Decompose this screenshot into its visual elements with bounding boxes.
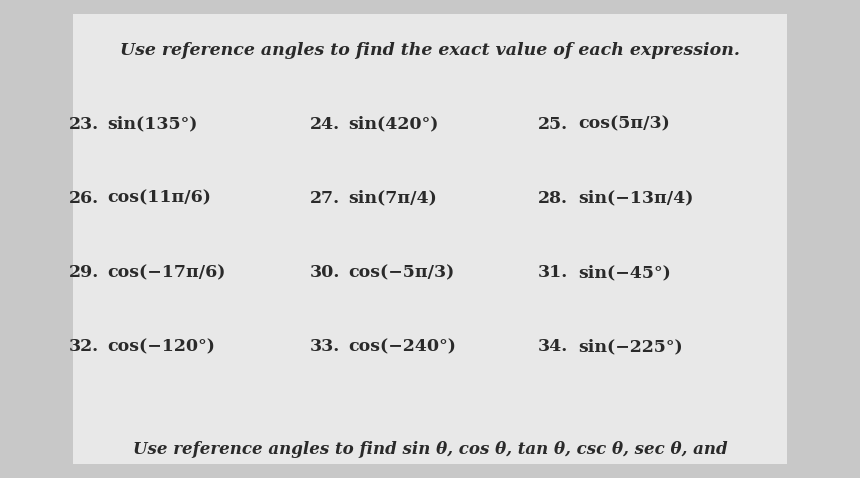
Text: 30.: 30. — [310, 264, 340, 281]
Text: 31.: 31. — [538, 264, 568, 281]
Text: 29.: 29. — [69, 264, 99, 281]
Text: sin(−45°): sin(−45°) — [578, 264, 671, 281]
Text: cos(−240°): cos(−240°) — [348, 338, 456, 355]
Text: cos(−17π/6): cos(−17π/6) — [108, 264, 226, 281]
Text: sin(135°): sin(135°) — [108, 116, 198, 133]
Text: cos(11π/6): cos(11π/6) — [108, 190, 212, 207]
Text: sin(7π/4): sin(7π/4) — [348, 190, 437, 207]
Text: cos(5π/3): cos(5π/3) — [578, 116, 670, 133]
Text: 33.: 33. — [310, 338, 340, 355]
Text: cos(−5π/3): cos(−5π/3) — [348, 264, 455, 281]
Text: sin(420°): sin(420°) — [348, 116, 439, 133]
Text: Use reference angles to find the exact value of each expression.: Use reference angles to find the exact v… — [120, 42, 740, 59]
Text: 32.: 32. — [69, 338, 99, 355]
Text: 28.: 28. — [538, 190, 568, 207]
Text: sin(−225°): sin(−225°) — [578, 338, 683, 355]
Text: cos(−120°): cos(−120°) — [108, 338, 215, 355]
Text: 23.: 23. — [69, 116, 99, 133]
FancyBboxPatch shape — [73, 14, 787, 464]
Text: 27.: 27. — [310, 190, 340, 207]
Text: sin(−13π/4): sin(−13π/4) — [578, 190, 693, 207]
Text: 26.: 26. — [69, 190, 99, 207]
Text: 24.: 24. — [310, 116, 340, 133]
Text: Use reference angles to find sin θ, cos θ, tan θ, csc θ, sec θ, and: Use reference angles to find sin θ, cos … — [132, 441, 728, 458]
Text: 25.: 25. — [538, 116, 568, 133]
Text: 34.: 34. — [538, 338, 568, 355]
